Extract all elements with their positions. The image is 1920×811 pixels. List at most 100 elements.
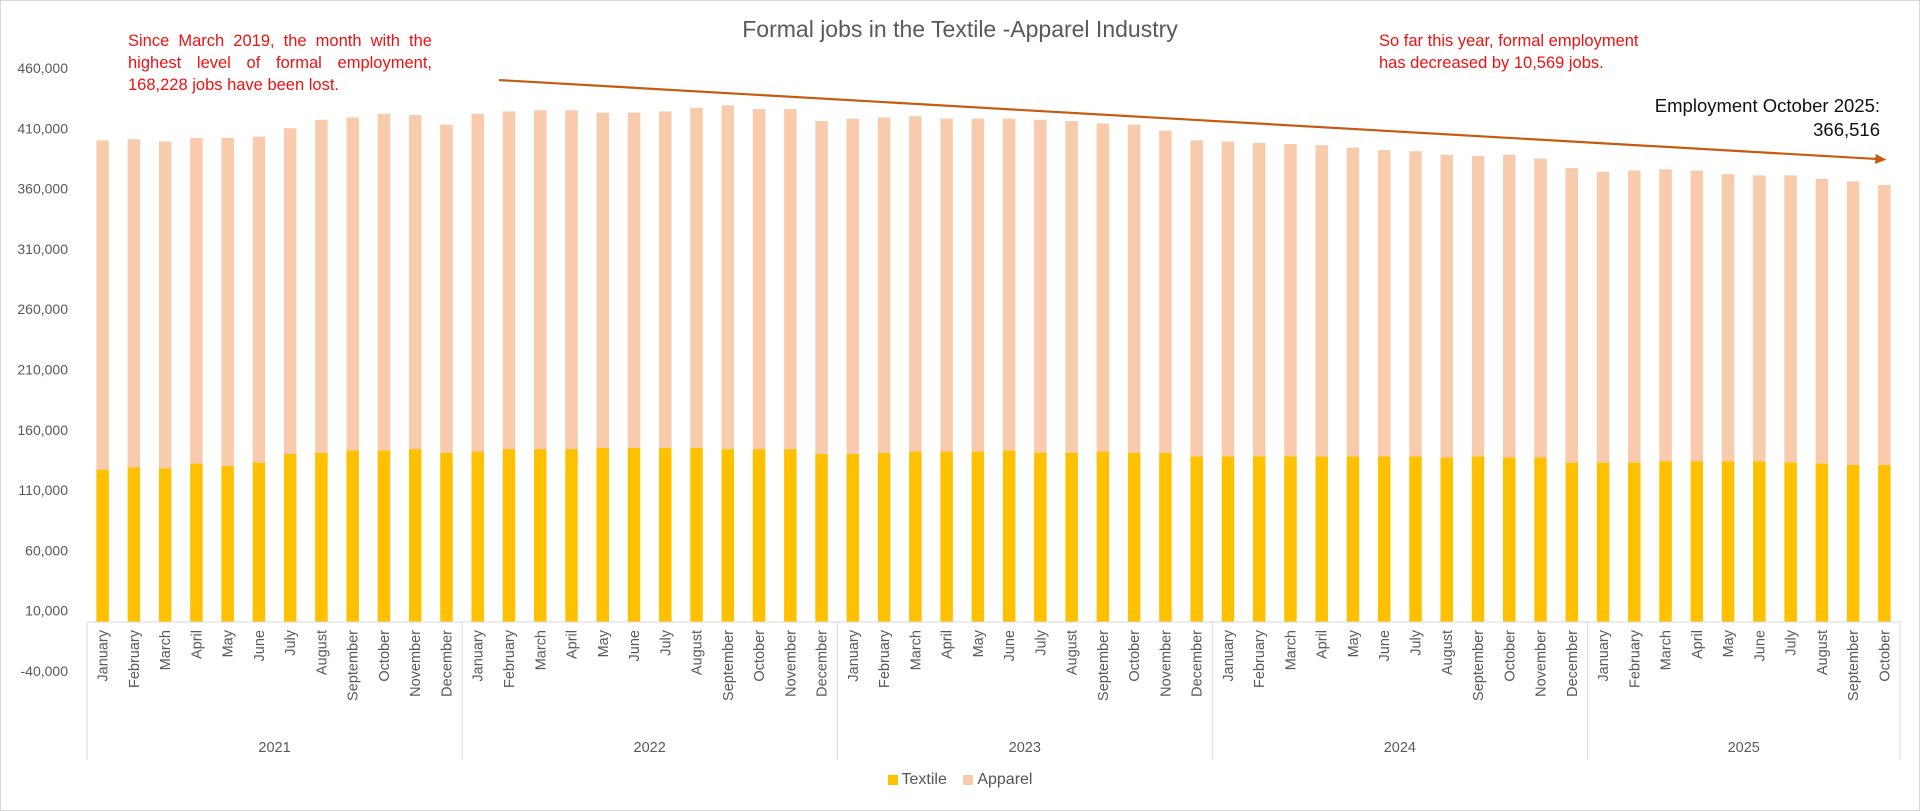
bar-apparel (1565, 168, 1579, 463)
x-tick-label: February (502, 629, 518, 688)
x-tick-label: July (283, 629, 299, 656)
bar-textile (752, 449, 766, 622)
bar-textile (627, 447, 641, 622)
x-tick-label: June (1002, 630, 1018, 661)
bar-textile (815, 453, 828, 622)
x-tick-label: May (596, 629, 612, 657)
year-label: 2023 (1009, 740, 1041, 756)
y-tick-label: 260,000 (17, 301, 68, 317)
bar-apparel (1252, 142, 1266, 457)
legend-swatch-textile (887, 775, 898, 785)
bar-textile (1252, 456, 1266, 622)
x-tick-label: September (1096, 630, 1112, 701)
x-tick-label: March (908, 630, 924, 670)
bar-apparel (690, 107, 703, 448)
bar-textile (1002, 450, 1016, 622)
bar-textile (1440, 457, 1453, 622)
x-tick-label: May (971, 629, 987, 657)
bar-apparel (1096, 123, 1110, 452)
trend-arrow-group (498, 78, 1887, 165)
bar-textile (1284, 456, 1297, 622)
bar-apparel (1503, 154, 1516, 458)
x-tick-label: March (1659, 630, 1675, 670)
bar-textile (1753, 461, 1766, 622)
bar-textile (502, 449, 516, 622)
x-tick-label: December (1565, 630, 1581, 697)
x-tick-label: May (221, 629, 237, 657)
y-tick-label: 110,000 (18, 482, 68, 498)
bar-textile (1596, 462, 1610, 622)
x-tick-label: April (1690, 630, 1706, 659)
x-tick-label: April (940, 630, 956, 659)
x-tick-label: July (658, 629, 674, 656)
x-tick-label: December (439, 630, 455, 697)
y-tick-label: 60,000 (25, 542, 68, 558)
x-tick-label: January (1221, 629, 1237, 681)
bar-textile (784, 449, 797, 622)
bar-textile (877, 452, 891, 622)
bar-textile (846, 453, 860, 622)
bar-textile (940, 451, 953, 622)
bar-apparel (1315, 145, 1328, 457)
x-tick-label: August (1815, 630, 1831, 675)
bar-textile (96, 469, 109, 622)
bars (96, 105, 1891, 622)
bar-textile (565, 449, 578, 622)
bar-apparel (1784, 175, 1797, 463)
bar-apparel (315, 119, 328, 453)
legend-item-textile: Textile (887, 771, 947, 789)
bar-apparel (1878, 184, 1891, 465)
bar-textile (158, 468, 172, 622)
bar-apparel (158, 141, 172, 469)
x-tick-label: June (1377, 630, 1393, 661)
x-tick-label: January (846, 629, 862, 681)
current-employment-label: Employment October 2025: (1654, 95, 1880, 116)
bar-apparel (1471, 156, 1485, 457)
bar-apparel (1284, 143, 1297, 457)
bar-apparel (1377, 150, 1391, 457)
legend-label-apparel: Apparel (977, 771, 1033, 788)
bar-apparel (1753, 175, 1766, 462)
x-tick-label: September (1471, 630, 1487, 701)
bar-apparel (1409, 151, 1422, 457)
x-tick-label: June (1752, 630, 1768, 661)
bar-apparel (846, 118, 860, 454)
bar-apparel (1346, 147, 1360, 457)
annotation-year-decrease-line1: So far this year, formal employment (1379, 32, 1639, 50)
x-tick-label: January (96, 629, 112, 681)
bar-apparel (1690, 170, 1704, 462)
bar-apparel (971, 118, 985, 452)
bar-textile (190, 463, 203, 622)
bar-textile (283, 453, 297, 622)
y-tick-label: 410,000 (17, 120, 68, 136)
x-tick-label: February (1252, 629, 1268, 688)
bar-apparel (1628, 170, 1641, 463)
chart-title: Formal jobs in the Textile -Apparel Indu… (742, 16, 1178, 42)
bar-apparel (1065, 121, 1078, 453)
bar-apparel (502, 111, 516, 450)
legend-swatch-apparel (963, 775, 974, 785)
x-tick-label: September (346, 630, 362, 701)
bar-apparel (627, 112, 641, 448)
bar-textile (346, 450, 359, 622)
trend-arrow-line (498, 78, 1879, 161)
year-label: 2022 (634, 740, 666, 756)
x-tick-label: March (1283, 630, 1299, 670)
bar-apparel (252, 136, 266, 463)
bar-textile (1377, 456, 1391, 622)
bar-textile (596, 447, 610, 622)
bar-apparel (1534, 158, 1547, 458)
x-tick-label: December (1190, 630, 1206, 697)
bar-apparel (96, 140, 109, 470)
year-label: 2024 (1384, 740, 1416, 756)
bar-apparel (1596, 171, 1610, 463)
x-axis: January February March April May June July Augu… (86, 621, 1901, 760)
bar-textile (252, 462, 266, 622)
annotation-peak-loss: Since March 2019, the month with the hig… (128, 32, 432, 94)
y-tick-label: 160,000 (17, 422, 68, 438)
x-tick-label: September (721, 630, 737, 701)
bar-textile (315, 452, 328, 622)
x-tick-label: May (1346, 629, 1362, 657)
bar-apparel (377, 113, 391, 451)
bar-textile (1346, 456, 1360, 622)
